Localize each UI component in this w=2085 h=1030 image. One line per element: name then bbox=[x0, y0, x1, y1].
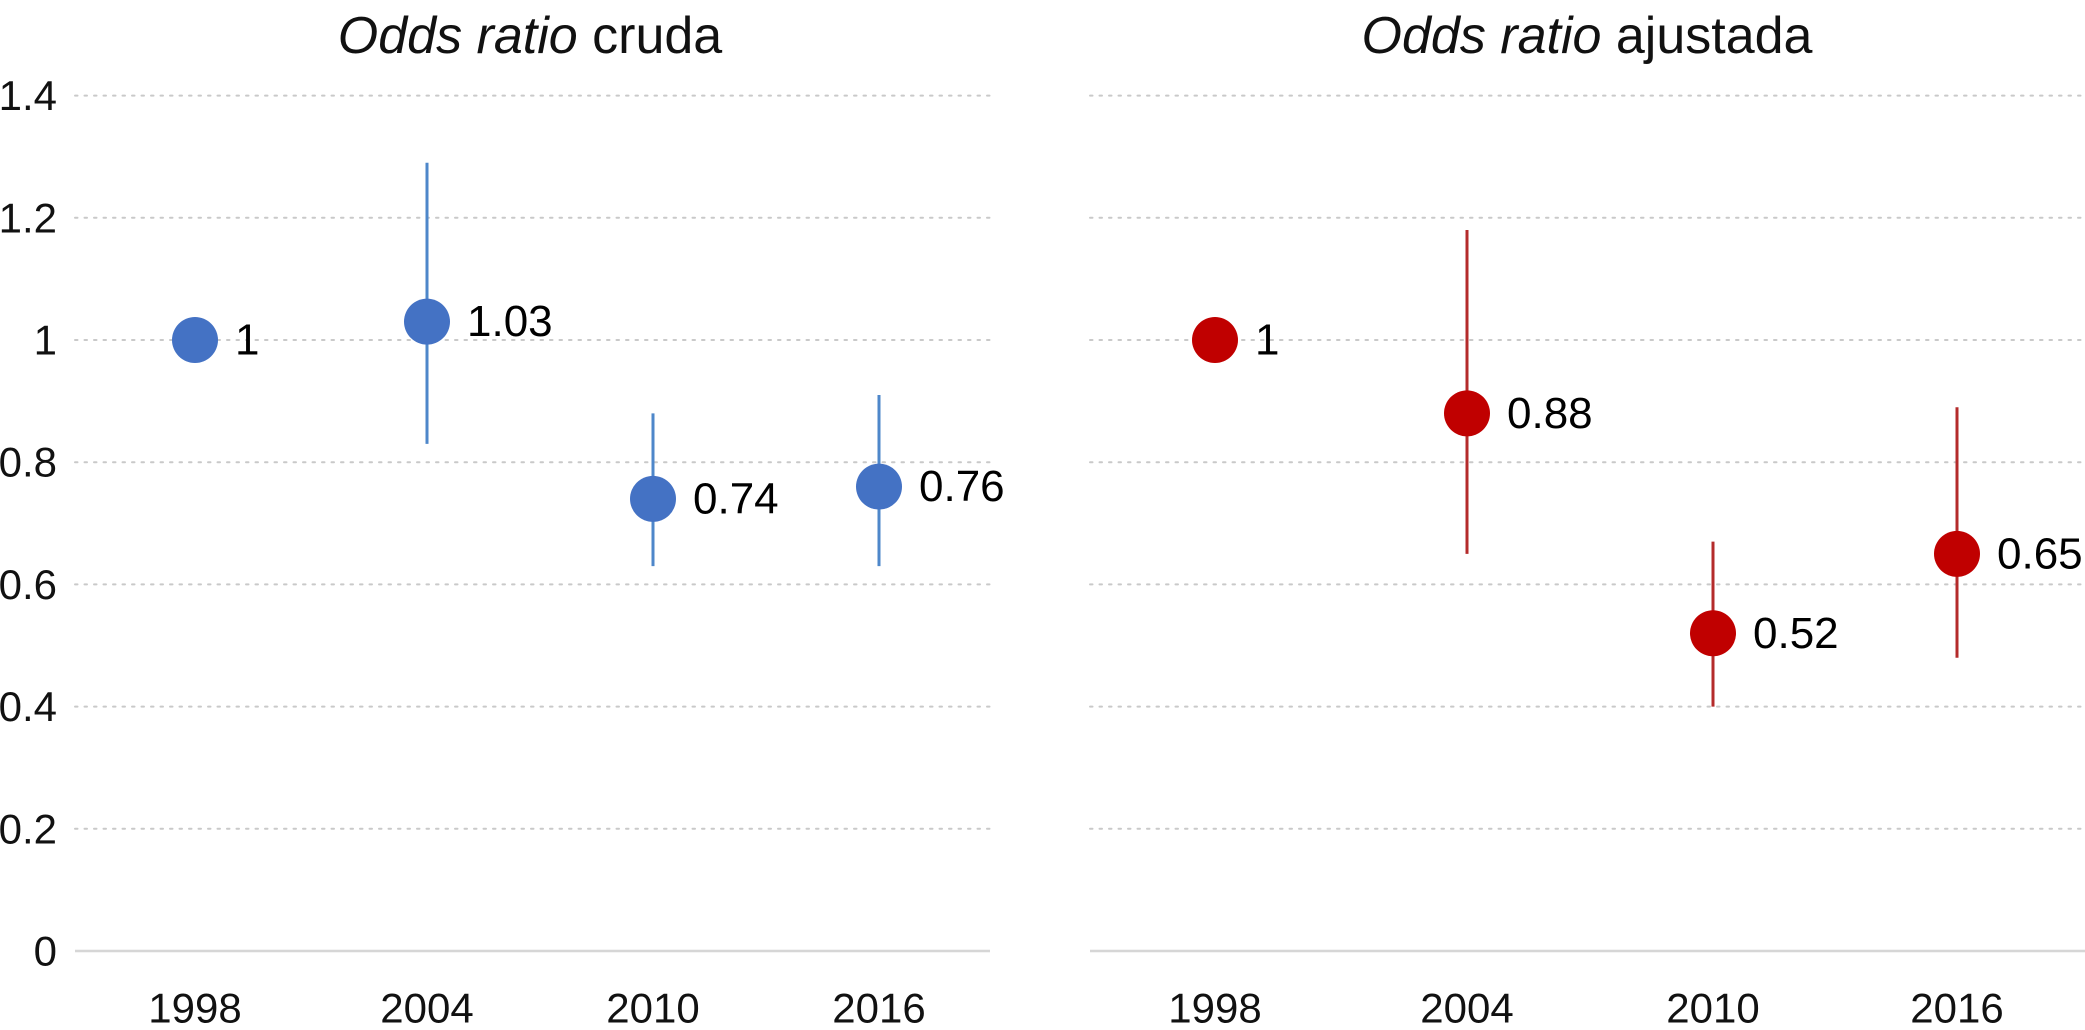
data-point-marker bbox=[404, 298, 450, 345]
data-point-marker bbox=[856, 463, 902, 510]
right-panel-title: Odds ratio ajustada bbox=[1362, 6, 1813, 66]
left-title-regular-part: cruda bbox=[577, 7, 723, 65]
data-point-label: 0.52 bbox=[1753, 609, 1839, 658]
y-tick-label: 0.2 bbox=[0, 805, 57, 852]
data-point-marker bbox=[630, 475, 676, 522]
y-tick-label: 0 bbox=[34, 928, 57, 975]
left-panel-title: Odds ratio cruda bbox=[338, 6, 722, 66]
y-tick-label: 0.8 bbox=[0, 439, 57, 486]
data-point-marker bbox=[1444, 390, 1490, 437]
x-tick-label: 2016 bbox=[1910, 985, 2003, 1030]
y-tick-label: 0.6 bbox=[0, 561, 57, 608]
data-point-label: 1 bbox=[1255, 316, 1279, 365]
right-title-regular-part: ajustada bbox=[1601, 7, 1813, 65]
x-tick-label: 2016 bbox=[832, 985, 925, 1030]
data-point-marker bbox=[172, 317, 218, 363]
data-point-marker bbox=[1934, 530, 1980, 577]
data-point-marker bbox=[1192, 317, 1238, 363]
x-tick-label: 1998 bbox=[148, 985, 241, 1030]
y-tick-label: 1.4 bbox=[0, 72, 57, 119]
right-title-italic-part: Odds ratio bbox=[1361, 7, 1602, 65]
x-tick-label: 2010 bbox=[1666, 985, 1759, 1030]
data-point-label: 0.65 bbox=[1997, 529, 2083, 578]
left-panel: 0 0.2 0.4 0.6 0.8 1 1.2 1.4 1998 2004 2010 2016 1 1.0… bbox=[0, 72, 1005, 1030]
x-tick-label: 2004 bbox=[1420, 985, 1513, 1030]
x-tick-label: 2010 bbox=[606, 985, 699, 1030]
data-point-label: 0.88 bbox=[1507, 389, 1593, 438]
x-tick-label: 2004 bbox=[380, 985, 473, 1030]
data-point-label: 1.03 bbox=[467, 297, 553, 346]
data-point-label: 0.76 bbox=[919, 462, 1005, 511]
x-tick-label: 1998 bbox=[1168, 985, 1261, 1030]
y-tick-label: 0.4 bbox=[0, 683, 57, 730]
y-tick-label: 1.2 bbox=[0, 194, 57, 241]
data-point-label: 1 bbox=[235, 316, 259, 365]
data-point-marker bbox=[1690, 610, 1736, 657]
left-title-italic-part: Odds ratio bbox=[337, 7, 578, 65]
y-tick-label: 1 bbox=[34, 317, 57, 364]
data-point-label: 0.74 bbox=[693, 474, 779, 523]
right-panel: 1998 2004 2010 2016 1 0.88 0.52 0.65 bbox=[1089, 94, 2085, 1030]
